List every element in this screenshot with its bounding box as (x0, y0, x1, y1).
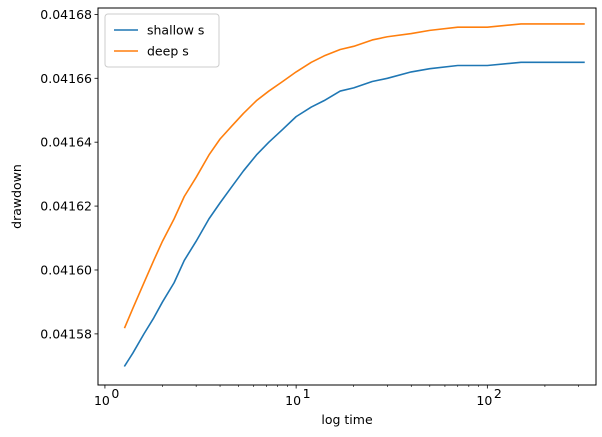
plot-lines (123, 23, 585, 367)
y-tick-label: 0.04164 (40, 135, 92, 150)
legend-box (104, 13, 220, 68)
x-tick-exponent: 1 (303, 386, 311, 401)
x-axis-label: log time (321, 412, 373, 427)
y-axis-label: drawdown (9, 164, 24, 229)
legend: shallow s deep s (104, 13, 220, 68)
y-tick-label: 0.04168 (40, 7, 92, 22)
legend-label-0: shallow s (147, 23, 204, 38)
y-tick-label: 0.04166 (40, 71, 92, 86)
x-axis-ticks: 10 0 10 1 10 2 (94, 385, 579, 408)
series-line-1 (123, 23, 585, 329)
y-axis-ticks: 0.04158 0.04160 0.04162 0.04164 0.04166 0.041… (40, 7, 98, 341)
legend-label-1: deep s (147, 44, 189, 59)
x-tick-label: 10 (476, 393, 492, 408)
axes-frame (97, 7, 597, 386)
x-tick-exponent: 0 (111, 386, 119, 401)
y-tick-label: 0.04160 (40, 262, 92, 277)
y-tick-label: 0.04162 (40, 199, 92, 214)
x-tick-label: 10 (94, 393, 110, 408)
series-line-0 (123, 61, 585, 367)
y-tick-label: 0.04158 (40, 326, 92, 341)
x-tick-exponent: 2 (494, 386, 502, 401)
plot-area-frame (97, 7, 597, 386)
x-tick-label: 10 (285, 393, 301, 408)
